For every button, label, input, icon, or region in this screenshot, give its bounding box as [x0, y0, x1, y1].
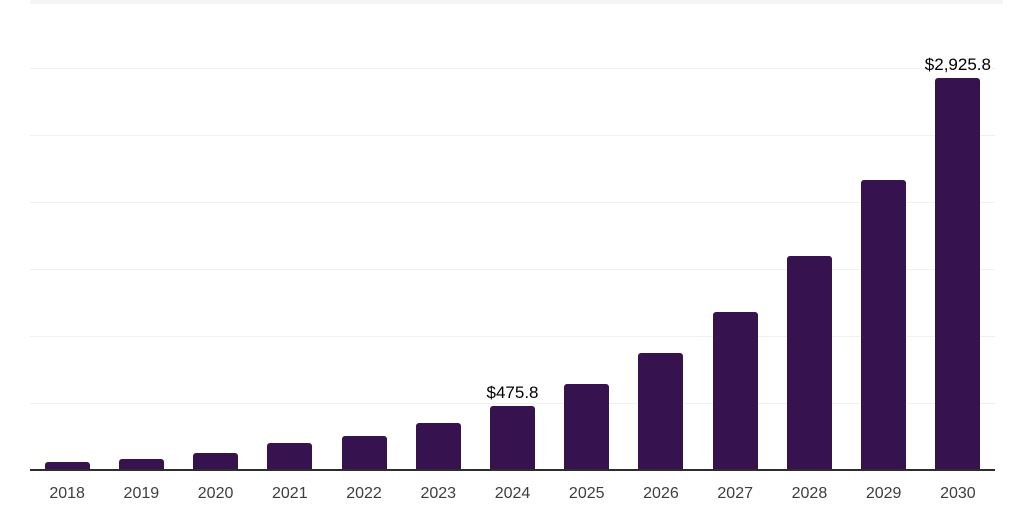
bar-2019[interactable]	[118, 459, 164, 470]
bar-2028[interactable]	[786, 256, 832, 470]
bar-2023[interactable]	[415, 423, 461, 470]
bar-2020[interactable]	[193, 453, 239, 470]
x-tick-2028: 2028	[791, 485, 828, 502]
bar-2027[interactable]	[712, 312, 758, 470]
gridline	[30, 68, 995, 69]
x-tick-2025: 2025	[568, 485, 605, 502]
gridline	[30, 202, 995, 203]
x-tick-2019: 2019	[123, 485, 160, 502]
gridline	[30, 269, 995, 270]
bar-value-label-2030: $2,925.8	[924, 55, 991, 74]
bar-2021[interactable]	[267, 443, 313, 470]
x-axis-line	[30, 469, 995, 471]
x-tick-2029: 2029	[865, 485, 902, 502]
x-tick-2027: 2027	[717, 485, 753, 502]
bar-value-label-2024: $475.8	[486, 383, 539, 402]
x-tick-2026: 2026	[643, 485, 679, 502]
bar-2030[interactable]	[935, 78, 981, 470]
x-tick-2020: 2020	[197, 485, 234, 502]
x-tick-2022: 2022	[346, 485, 382, 502]
chart-top-border	[30, 0, 1003, 4]
bar-2018[interactable]	[44, 462, 90, 470]
gridline	[30, 403, 995, 404]
x-tick-2024: 2024	[494, 485, 531, 502]
x-tick-2018: 2018	[49, 485, 85, 502]
bar-2029[interactable]	[861, 180, 907, 470]
gridline	[30, 336, 995, 337]
bar-2022[interactable]	[341, 436, 387, 470]
x-tick-2021: 2021	[272, 485, 308, 502]
gridline	[30, 135, 995, 136]
x-tick-2023: 2023	[420, 485, 457, 502]
bar-2025[interactable]	[564, 384, 610, 470]
bar-2024[interactable]	[490, 406, 535, 470]
x-tick-2030: 2030	[940, 485, 976, 502]
bar-2026[interactable]	[638, 353, 684, 470]
